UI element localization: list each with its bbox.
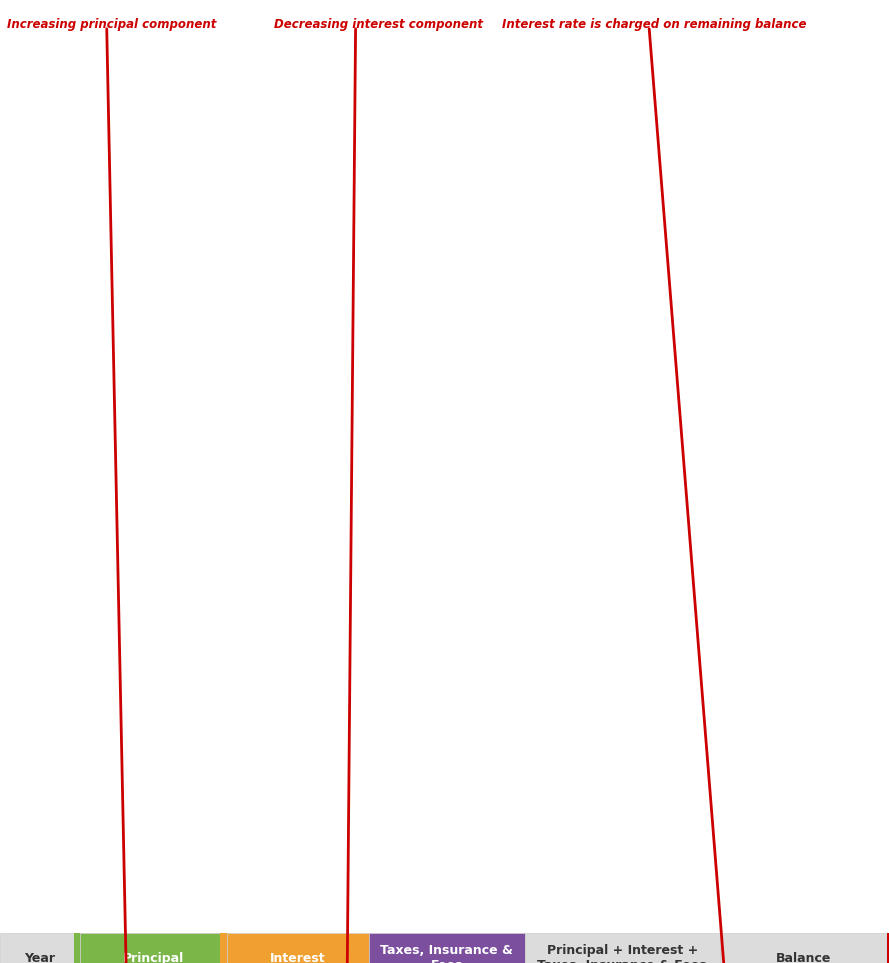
- Text: Principal + Interest +
Taxes, Insurance & Fees: Principal + Interest + Taxes, Insurance …: [538, 944, 707, 963]
- Bar: [0, 933, 80, 963]
- Bar: [525, 933, 720, 963]
- Text: Increasing principal component: Increasing principal component: [7, 18, 217, 31]
- Text: Interest rate is charged on remaining balance: Interest rate is charged on remaining ba…: [502, 18, 807, 31]
- Text: Principal: Principal: [123, 951, 184, 963]
- Text: Balance: Balance: [776, 951, 831, 963]
- Bar: [220, 933, 227, 963]
- Text: Year: Year: [25, 951, 55, 963]
- Bar: [74, 933, 80, 963]
- Bar: [887, 933, 889, 963]
- Text: Interest: Interest: [270, 951, 325, 963]
- Bar: [80, 933, 227, 963]
- Bar: [720, 933, 887, 963]
- Text: Taxes, Insurance &
Fees: Taxes, Insurance & Fees: [380, 944, 513, 963]
- Bar: [227, 933, 369, 963]
- Bar: [369, 933, 525, 963]
- Text: Decreasing interest component: Decreasing interest component: [274, 18, 483, 31]
